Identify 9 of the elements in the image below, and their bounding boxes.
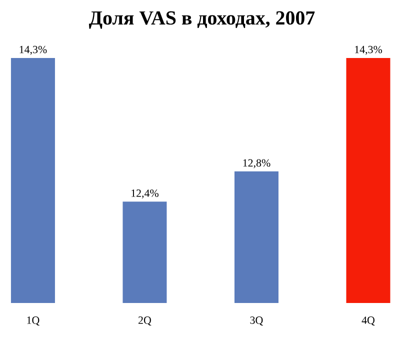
x-tick-label: 1Q bbox=[27, 316, 40, 326]
x-tick-label: 2Q bbox=[138, 316, 152, 326]
x-tick-label: 4Q bbox=[362, 316, 375, 326]
data-label: 12,4% bbox=[132, 190, 158, 198]
data-label: 14,3% bbox=[20, 46, 47, 55]
data-label: 14,3% bbox=[355, 46, 382, 55]
chart-title: Доля VAS в доходах, 2007 bbox=[88, 11, 315, 29]
data-label: 12,8% bbox=[243, 159, 270, 168]
x-tick-label: 3Q bbox=[250, 316, 263, 326]
